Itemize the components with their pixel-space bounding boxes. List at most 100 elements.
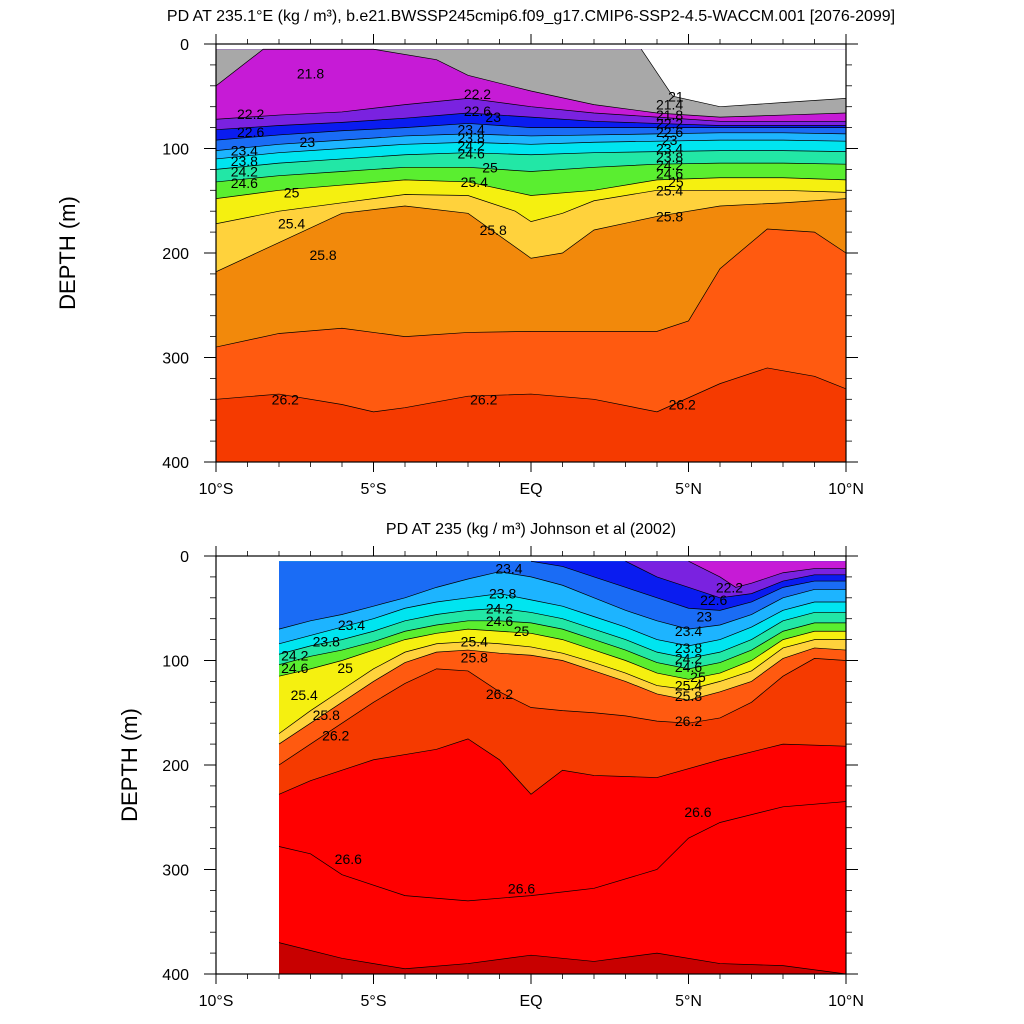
contour-line-23.8 [216, 139, 846, 160]
contour-line-21 [640, 49, 846, 108]
x-tick-label: 10°N [828, 993, 864, 1010]
contour-label: 24.2 [675, 650, 702, 666]
x-tick-label: 5°S [361, 993, 387, 1010]
contour-label: 22.2 [656, 115, 683, 131]
contour-label: 21.8 [297, 65, 324, 81]
contour-label: 23 [485, 109, 501, 125]
upper-contour-lines [216, 48, 846, 413]
contour-line-25.4 [278, 639, 846, 734]
contour-label: 24.6 [281, 660, 308, 676]
x-tick-label: EQ [519, 481, 542, 498]
contour-label: 25.8 [480, 222, 507, 238]
y-tick-label: 0 [180, 549, 189, 566]
contour-label: 25.4 [461, 634, 488, 650]
contour-label: 25.8 [309, 247, 336, 263]
contour-label: 24.2 [281, 647, 308, 663]
contour-line-24.6 [216, 162, 846, 183]
lower-y-axis-title: DEPTH (m) [117, 708, 142, 822]
contour-line-23.4 [278, 571, 846, 630]
contour-label: 23.4 [656, 141, 683, 157]
contour-line-26.2 [216, 367, 846, 413]
contour-line-23.8 [278, 593, 846, 647]
contour-label: 25.4 [291, 687, 318, 703]
contour-label: 23.4 [338, 617, 365, 633]
contour-label: 24.6 [486, 613, 513, 629]
contour-label: 25.4 [656, 182, 683, 198]
contour-label: 24.6 [656, 166, 683, 182]
contour-label: 23.8 [489, 586, 516, 602]
contour-label: 22.6 [464, 103, 491, 119]
x-tick-label: 10°N [828, 481, 864, 498]
contour-label: 25 [284, 184, 300, 200]
contour-label: 25 [514, 623, 530, 639]
contour-label: 25 [482, 159, 498, 175]
contour-label: 21.4 [656, 97, 683, 113]
y-tick-label: 300 [162, 351, 189, 368]
contour-line-24.6 [278, 620, 846, 670]
contour-line-25 [216, 177, 846, 200]
y-tick-label: 200 [162, 246, 189, 263]
y-tick-label: 100 [162, 654, 189, 671]
x-tick-label: 10°S [199, 993, 234, 1010]
x-tick-label: 5°N [675, 993, 702, 1010]
contour-label: 22.6 [700, 592, 727, 608]
contour-line-25.8 [216, 198, 846, 273]
contour-label: 23.8 [231, 153, 258, 169]
contour-label: 25 [337, 660, 353, 676]
contour-line-23 [216, 123, 846, 141]
contour-line-26 [216, 228, 846, 348]
contour-label: 21.8 [656, 107, 683, 123]
contour-line-25.8 [278, 647, 846, 745]
upper-panel: PD AT 235.1°E (kg / m³), b.e21.BWSSP245c… [55, 8, 895, 498]
lower-contour-lines [278, 560, 846, 974]
contour-label: 25.4 [461, 174, 488, 190]
lower-axis-ticks: 10°S 5°S EQ 5°N 10°N 0 100 200 300 400 [162, 546, 864, 1010]
contour-label: 23.4 [231, 143, 258, 159]
lower-density-fill [279, 561, 846, 974]
x-tick-label: 5°N [675, 481, 702, 498]
contour-label: 23.8 [458, 130, 485, 146]
contour-label: 26.2 [486, 686, 513, 702]
contour-line-21.8 [216, 48, 846, 118]
contour-line-23 [530, 560, 846, 611]
contour-line-25 [278, 628, 846, 680]
contour-label: 24.2 [656, 157, 683, 173]
upper-panel-title: PD AT 235.1°E (kg / m³), b.e21.BWSSP245c… [167, 8, 895, 25]
contour-label: 22.6 [656, 124, 683, 140]
contour-label: 26.6 [508, 880, 535, 896]
contour-label: 23.4 [458, 122, 485, 138]
contour-line-26.2 [278, 658, 846, 766]
contour-line-22.6 [625, 560, 846, 599]
contour-label: 22.2 [716, 579, 743, 595]
contour-label: 26.2 [675, 713, 702, 729]
contour-label: 24.2 [231, 163, 258, 179]
contour-line-22.2 [216, 97, 846, 122]
lower-contour-labels: 23.423.824.224.62525.425.826.223.423.824… [281, 561, 743, 897]
contour-line-26.6 [278, 942, 846, 974]
contour-label: 25 [690, 669, 706, 685]
contour-label: 23.8 [656, 149, 683, 165]
y-tick-label: 400 [162, 967, 189, 984]
y-tick-label: 400 [162, 455, 189, 472]
contour-label: 24.6 [458, 146, 485, 162]
contour-line-25.4 [216, 189, 846, 225]
contour-label: 24.2 [458, 137, 485, 153]
contour-label: 25.8 [656, 208, 683, 224]
y-tick-label: 300 [162, 863, 189, 880]
contour-label: 26.6 [684, 804, 711, 820]
contour-label: 23.4 [675, 623, 702, 639]
contour-line-23.4 [216, 132, 846, 151]
lower-panel-title: PD AT 235 (kg / m³) Johnson et al (2002) [386, 521, 676, 538]
contour-label: 23.8 [313, 634, 340, 650]
contour-line-24.2 [216, 150, 846, 170]
contour-label: 23.4 [495, 561, 522, 577]
contour-label: 25.8 [313, 707, 340, 723]
y-tick-label: 0 [180, 37, 189, 54]
y-tick-label: 200 [162, 758, 189, 775]
contour-label: 21 [668, 88, 684, 104]
x-tick-label: 5°S [361, 481, 387, 498]
contour-label: 26.2 [669, 397, 696, 413]
contour-label: 22.2 [464, 86, 491, 102]
contour-label: 26.2 [322, 728, 349, 744]
contour-label: 25 [668, 174, 684, 190]
